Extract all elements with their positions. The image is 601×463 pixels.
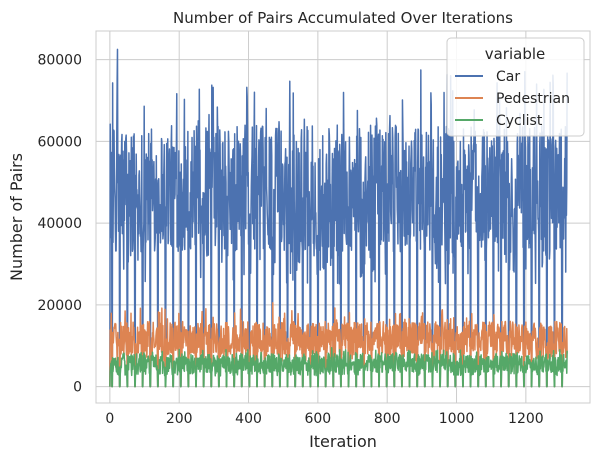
x-tick-label: 1000 (439, 411, 475, 427)
x-tick-label: 800 (374, 411, 401, 427)
y-tick-label: 20000 (37, 298, 82, 314)
x-tick-label: 400 (235, 411, 262, 427)
legend-label-pedestrian: Pedestrian (496, 91, 570, 107)
series-line-pedestrian (109, 302, 568, 388)
chart-title: Number of Pairs Accumulated Over Iterati… (173, 9, 513, 27)
x-tick-label: 1200 (508, 411, 544, 427)
y-tick-label: 80000 (37, 53, 82, 69)
legend: variable Car Pedestrian Cyclist (446, 37, 585, 137)
series-layer (109, 48, 568, 388)
x-tick-label: 600 (304, 411, 331, 427)
series-line-cyclist (109, 347, 568, 388)
legend-title: variable (485, 45, 546, 63)
plot-frame (95, 30, 591, 404)
x-axis-label: Iteration (309, 432, 377, 451)
y-tick-label: 60000 (37, 134, 82, 150)
legend-box (446, 37, 585, 137)
series-line-car (109, 48, 568, 388)
x-tick-label: 0 (105, 411, 114, 427)
tick-labels: 0 200 400 600 800 1000 1200 0 20000 40000 60000 800… (37, 53, 543, 427)
y-tick-label: 0 (73, 380, 82, 396)
y-axis-label: Number of Pairs (7, 153, 26, 281)
x-tick-label: 200 (166, 411, 193, 427)
legend-label-cyclist: Cyclist (496, 113, 543, 129)
y-tick-label: 40000 (37, 216, 82, 232)
legend-label-car: Car (496, 69, 520, 85)
legend-entries: Car Pedestrian Cyclist (455, 69, 570, 129)
